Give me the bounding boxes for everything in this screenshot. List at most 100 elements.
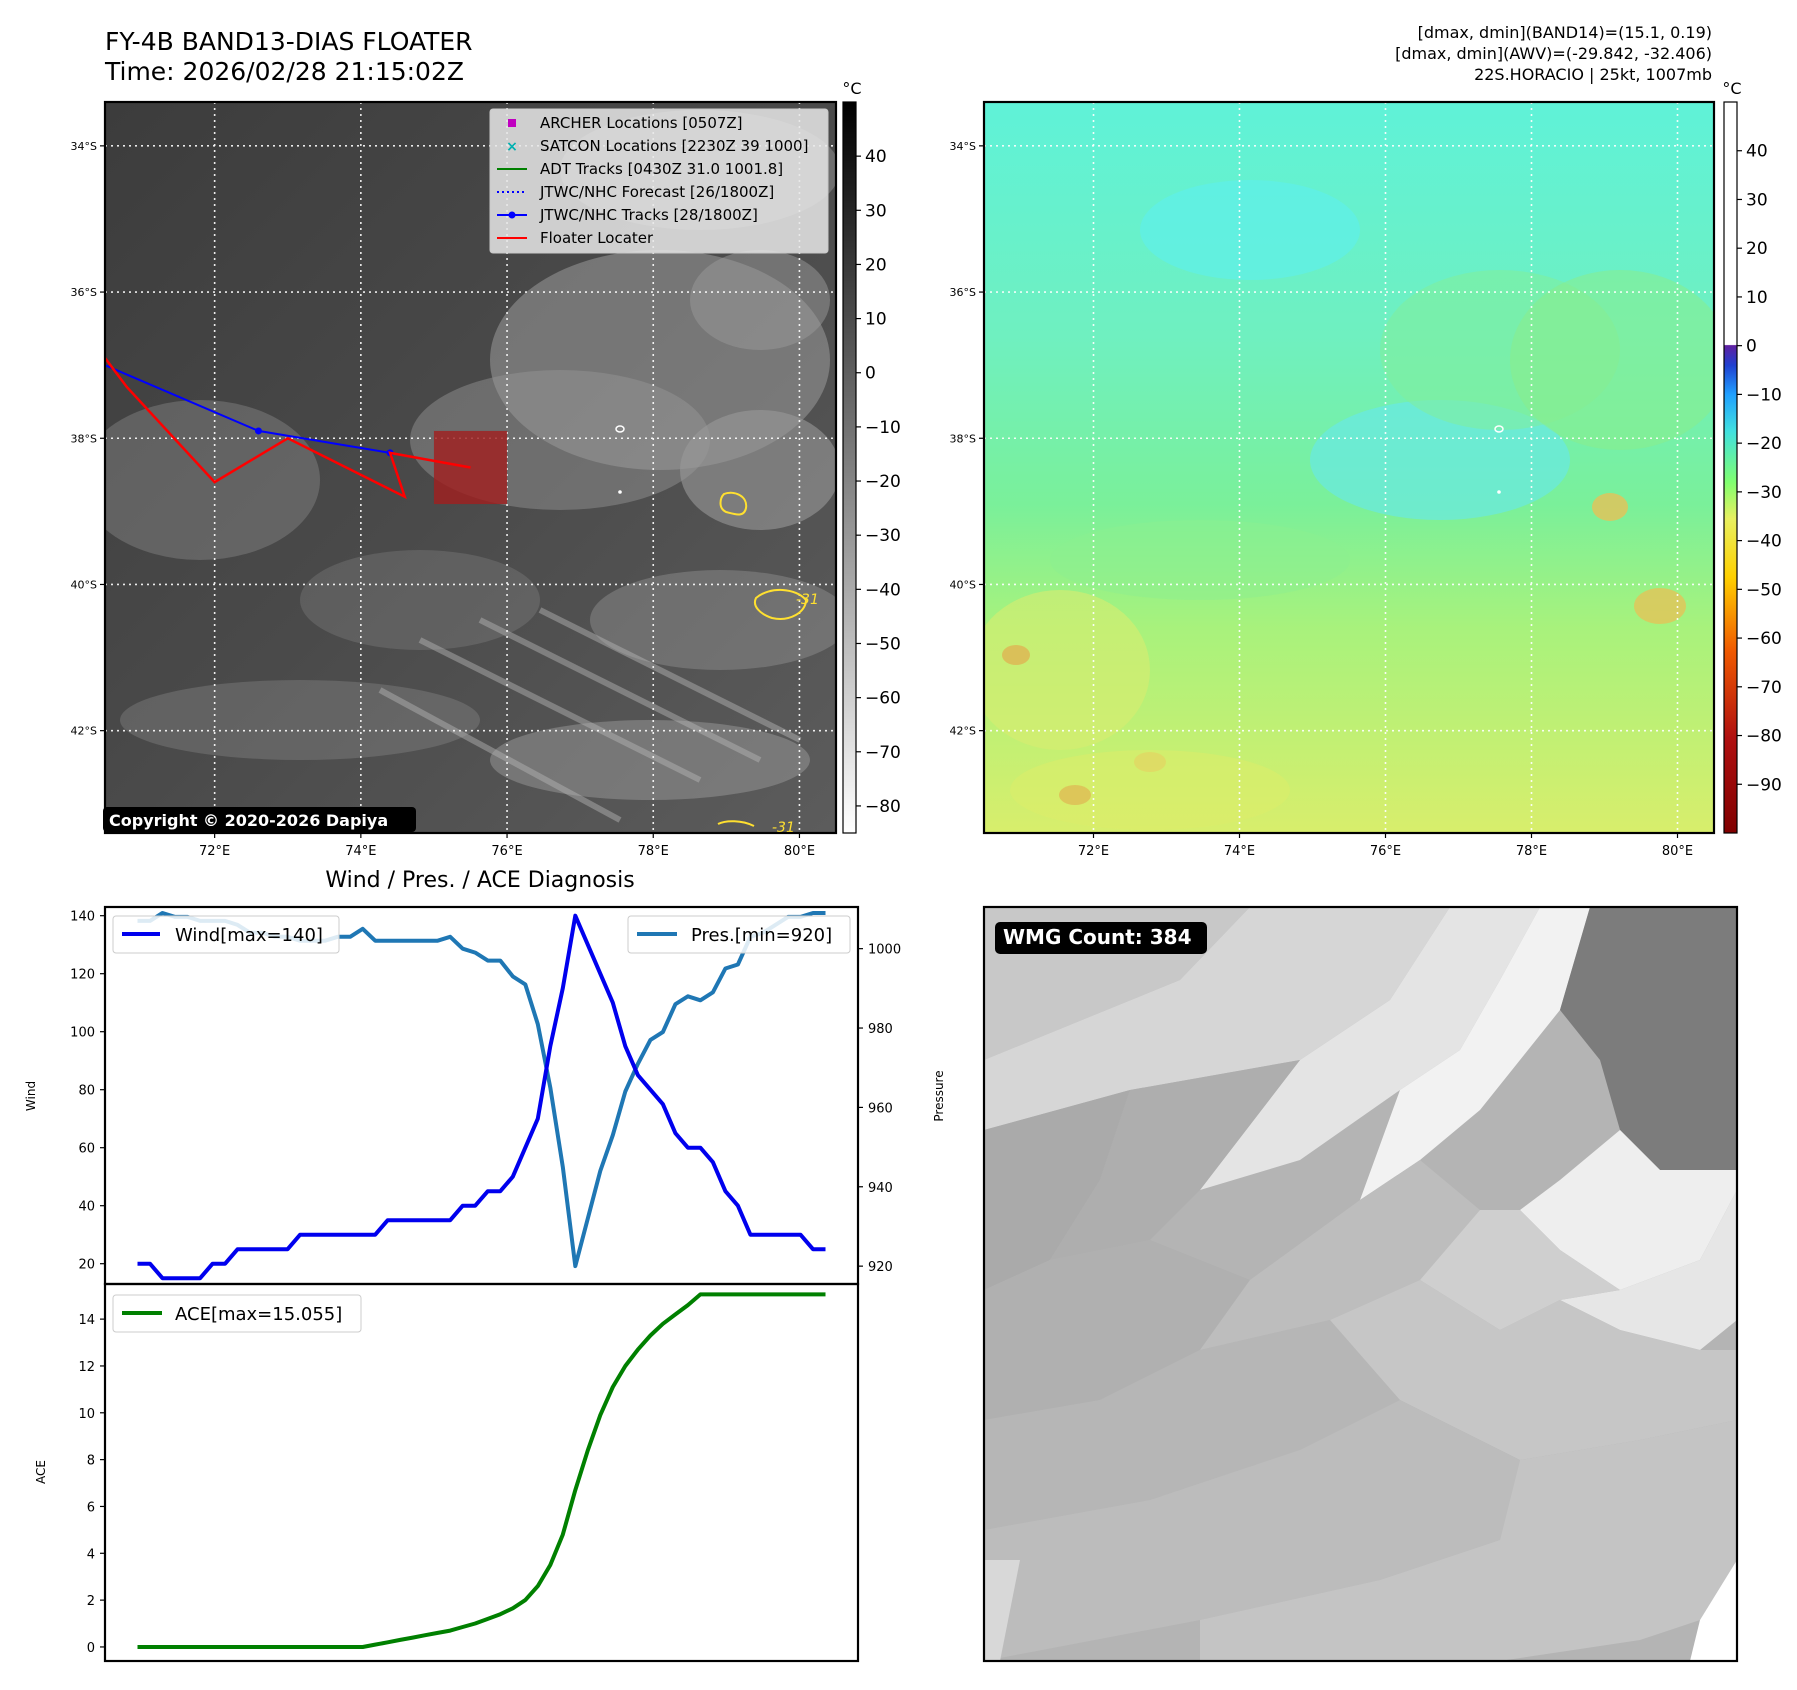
legend-label: ARCHER Locations [0507Z] [540,114,743,132]
legend-label: ADT Tracks [0430Z 31.0 1001.8] [540,160,783,178]
pres-legend-box [627,915,851,954]
ace-tick-label: 0 [87,1641,95,1656]
ace-tick-label: 10 [78,1407,95,1422]
lon-tick-label: 78°E [1516,844,1547,859]
legend-label: JTWC/NHC Forecast [26/1800Z] [539,183,774,201]
ace-tick-label: 4 [87,1547,95,1562]
lat-tick-label: 36°S [71,286,97,299]
colorbar-tick-label: −10 [865,418,901,438]
pres-legend-label: Pres.[min=920] [691,925,832,946]
wmg-bands [984,907,1737,1661]
contour-label-bottom: -31 [772,820,795,836]
wv-frame [982,100,1716,835]
colorbar-tick-label: 40 [865,147,887,167]
colorbar-tick-label: −20 [1746,434,1782,454]
lat-tick-label: 38°S [950,432,976,445]
diagnosis-marks: 20 40 60 80 100 120 140 920 940 960 980 1000 0 2 4 6 8 10… [70,910,901,1656]
ir-frame [103,100,838,835]
colorbar-tick-label: −30 [865,526,901,546]
legend-box [489,108,829,254]
wmg-count-badge [995,922,1207,954]
wv-texture [984,180,1714,830]
diagnosis-panel: Wind / Pres. / ACE Diagnosis 20406080100… [24,868,946,1663]
colorbar-tick-label: −70 [1746,678,1782,698]
lon-tick-label: 74°E [1224,844,1255,859]
wv-eye-marker [1494,425,1504,433]
colorbar-tick-label: −60 [1746,629,1782,649]
copyright-text: Copyright © 2020-2026 Dapiya [109,811,388,830]
wmg-count-label: WMG Count: 384 [1003,925,1192,949]
ir-track-overlay [105,357,508,505]
ir-colorbar-ticks: 40 30 20 10 0 −10 −20 −30 −40 −50 −60 −70 −80 [856,147,901,817]
pressure-tick-label: 980 [868,1022,893,1037]
lat-tick-label: 40°S [950,578,976,591]
lat-tick-label: 38°S [71,432,97,445]
ir-panel: -31 -31 ARCHER Locations [0507Z] × SATCON … [71,79,901,859]
ace-tick-label: 14 [78,1313,95,1328]
ace-tick-label: 8 [87,1454,95,1469]
colorbar-tick-label: −30 [1746,483,1782,503]
pressure-tick-label: 920 [868,1260,893,1275]
pressure-tick-label: 940 [868,1181,893,1196]
info-line-1: [dmax, dmin](BAND14)=(15.1, 0.19) [1418,23,1712,42]
colorbar-tick-label: 20 [865,255,887,275]
colorbar-tick-label: 10 [1746,288,1768,308]
ir-cloud-texture [105,110,836,800]
wv-axis-ticks: 72°E 74°E 76°E 78°E 80°E 34°S 36°S 38°S 40°S 42°S [950,140,1694,859]
colorbar-tick-label: −40 [1746,532,1782,552]
wmg-frame [982,905,1739,1663]
wv-panel: °C 403020100−10−20−30−40−50−60−70−80−90 … [950,79,1782,859]
ace-tick-label: 12 [78,1360,95,1375]
colorbar-tick-label: 0 [865,364,876,384]
wv-colorbar [1723,101,1738,834]
ace-plot-bg [105,1284,858,1661]
ir-colorbar [842,101,857,834]
lon-tick-label: 72°E [1078,844,1109,859]
lon-tick-label: 78°E [638,844,669,859]
wv-small-marker [1497,490,1501,494]
lat-tick-label: 36°S [950,286,976,299]
lat-tick-label: 42°S [71,725,97,738]
wind-series-line [137,913,826,1281]
lat-tick-label: 40°S [71,578,97,591]
legend-swatch-satcon: × [506,139,518,155]
wind-tick-label: 120 [70,968,95,983]
ace-axis-label: ACE [34,1460,48,1484]
lon-tick-label: 76°E [1370,844,1401,859]
pressure-tick-label: 960 [868,1101,893,1116]
eye-marker [615,425,625,433]
colorbar-tick-label: −50 [1746,580,1782,600]
ace-frame [103,1282,860,1663]
ir-contours [717,491,808,827]
wind-tick-label: 20 [78,1258,95,1273]
legend-label: Floater Locater [540,229,654,247]
wmg-panel: WMG Count: 384 [982,905,1739,1663]
colorbar-tick-label: 30 [1746,190,1768,210]
title-line-2: Time: 2026/02/28 21:15:02Z [104,57,464,86]
small-marker [618,490,622,494]
colorbar-tick-label: −80 [1746,727,1782,747]
colorbar-tick-label: −80 [865,797,901,817]
ir-colorbar-unit: °C [842,79,861,98]
lon-tick-label: 80°E [784,844,815,859]
lon-tick-label: 76°E [491,844,522,859]
wind-tick-label: 140 [70,910,95,925]
wind-axis-label: Wind [24,1081,38,1111]
wind-legend-box [112,915,340,954]
colorbar-tick-label: −40 [865,580,901,600]
colorbar-tick-label: 40 [1746,142,1768,162]
floater-locater-line [105,357,471,500]
colorbar-tick-label: −50 [865,634,901,654]
lat-tick-label: 42°S [950,725,976,738]
wind-tick-label: 80 [78,1084,95,1099]
colorbar-tick-label: −60 [865,689,901,709]
pressure-tick-label: 1000 [868,943,901,958]
wind-tick-label: 60 [78,1142,95,1157]
pressure-axis-label: Pressure [932,1070,946,1121]
legend-swatch-tracks-dot [508,211,516,219]
colorbar-tick-label: −10 [1746,385,1782,405]
wv-colorbar-ticks: 40 30 20 10 0 −10 −20 −30 −40 −50 −60 −70 −80 −90 [1737,142,1782,795]
title-line-1: FY-4B BAND13-DIAS FLOATER [105,27,473,56]
jtwc-track-point [255,427,263,435]
